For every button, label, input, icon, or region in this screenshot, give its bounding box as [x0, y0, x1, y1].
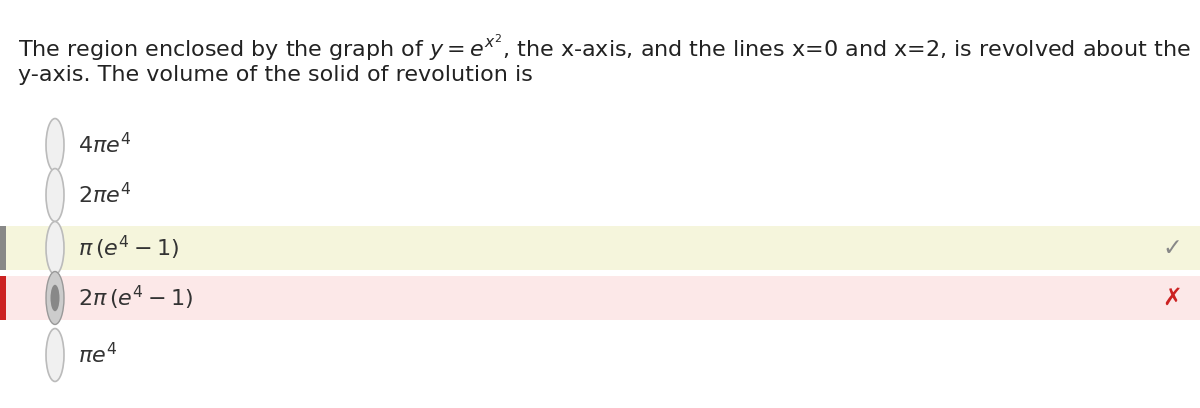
Text: ✓: ✓ [1162, 236, 1182, 260]
Bar [0, 226, 6, 270]
Bar [0, 276, 6, 320]
Ellipse shape [46, 169, 64, 222]
Ellipse shape [46, 272, 64, 324]
Text: $2\pi e^4$: $2\pi e^4$ [78, 182, 131, 208]
Text: $\pi\,(e^4 - 1)$: $\pi\,(e^4 - 1)$ [78, 234, 179, 262]
Bar [0, 276, 1200, 320]
Text: ✗: ✗ [1162, 286, 1182, 310]
Ellipse shape [46, 222, 64, 275]
Bar [0, 226, 1200, 270]
Ellipse shape [50, 285, 60, 311]
Text: The region enclosed by the graph of $y = e^{x^2}$, the x-axis, and the lines x=0: The region enclosed by the graph of $y =… [18, 33, 1190, 63]
Ellipse shape [46, 328, 64, 381]
Ellipse shape [46, 119, 64, 171]
Text: y-axis. The volume of the solid of revolution is: y-axis. The volume of the solid of revol… [18, 65, 533, 85]
Text: $\pi e^4$: $\pi e^4$ [78, 342, 118, 368]
Text: $2\pi\,(e^4 - 1)$: $2\pi\,(e^4 - 1)$ [78, 284, 193, 312]
Text: $4\pi e^4$: $4\pi e^4$ [78, 133, 131, 157]
